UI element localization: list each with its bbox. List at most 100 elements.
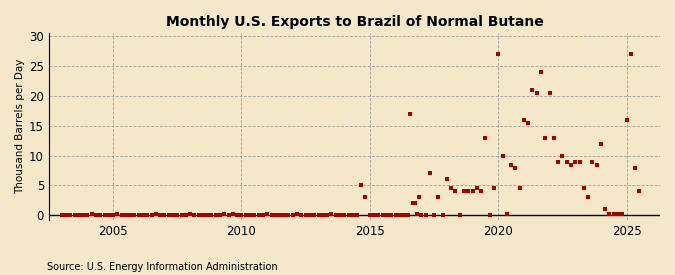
Point: [99, 213, 110, 218]
Text: Source: U.S. Energy Information Administration: Source: U.S. Energy Information Administ…: [47, 262, 278, 271]
Point: [108, 213, 119, 218]
Point: [176, 213, 187, 218]
Point: [279, 213, 290, 218]
Point: [591, 162, 602, 167]
Point: [399, 213, 410, 218]
Point: [236, 213, 247, 218]
Point: [485, 213, 495, 218]
Point: [574, 159, 585, 164]
Point: [433, 195, 444, 200]
Point: [185, 211, 196, 216]
Point: [296, 213, 306, 218]
Point: [441, 177, 452, 182]
Point: [510, 165, 521, 170]
Point: [527, 87, 538, 92]
Point: [343, 213, 354, 218]
Point: [356, 183, 367, 188]
Point: [407, 201, 418, 206]
Point: [219, 211, 230, 216]
Point: [523, 120, 534, 125]
Point: [360, 195, 371, 200]
Point: [266, 213, 277, 218]
Point: [189, 213, 200, 218]
Point: [373, 213, 383, 218]
Point: [600, 207, 611, 211]
Point: [497, 153, 508, 158]
Point: [61, 213, 72, 218]
Point: [540, 135, 551, 140]
Point: [463, 189, 474, 194]
Point: [262, 211, 273, 216]
Point: [405, 111, 416, 116]
Point: [390, 213, 401, 218]
Point: [414, 195, 425, 200]
Point: [227, 211, 238, 216]
Point: [401, 213, 412, 218]
Point: [425, 171, 435, 176]
Point: [514, 186, 525, 191]
Point: [570, 159, 580, 164]
Point: [317, 213, 328, 218]
Point: [103, 213, 114, 218]
Point: [180, 213, 191, 218]
Point: [142, 213, 153, 218]
Point: [437, 213, 448, 218]
Point: [253, 213, 264, 218]
Point: [396, 213, 407, 218]
Point: [65, 213, 76, 218]
Point: [578, 186, 589, 191]
Point: [95, 213, 106, 218]
Title: Monthly U.S. Exports to Brazil of Normal Butane: Monthly U.S. Exports to Brazil of Normal…: [165, 15, 543, 29]
Point: [480, 135, 491, 140]
Point: [334, 213, 345, 218]
Point: [193, 213, 204, 218]
Point: [557, 153, 568, 158]
Point: [330, 213, 341, 218]
Point: [613, 211, 624, 216]
Point: [472, 186, 483, 191]
Point: [288, 213, 298, 218]
Point: [587, 159, 598, 164]
Point: [630, 165, 641, 170]
Point: [257, 213, 268, 218]
Point: [450, 189, 461, 194]
Point: [326, 211, 337, 216]
Point: [386, 213, 397, 218]
Point: [223, 213, 234, 218]
Point: [270, 213, 281, 218]
Point: [300, 213, 311, 218]
Point: [134, 213, 144, 218]
Point: [112, 211, 123, 216]
Point: [121, 213, 132, 218]
Point: [429, 213, 439, 218]
Point: [125, 213, 136, 218]
Point: [240, 213, 251, 218]
Point: [394, 213, 405, 218]
Point: [129, 213, 140, 218]
Point: [502, 211, 512, 216]
Point: [321, 213, 332, 218]
Y-axis label: Thousand Barrels per Day: Thousand Barrels per Day: [15, 59, 25, 194]
Point: [232, 213, 242, 218]
Point: [138, 213, 148, 218]
Point: [604, 211, 615, 216]
Point: [412, 211, 423, 216]
Point: [308, 213, 319, 218]
Point: [626, 52, 637, 56]
Point: [313, 213, 324, 218]
Point: [553, 159, 564, 164]
Point: [292, 211, 302, 216]
Point: [198, 213, 209, 218]
Point: [249, 213, 260, 218]
Point: [159, 213, 170, 218]
Point: [608, 211, 619, 216]
Point: [506, 162, 516, 167]
Point: [621, 117, 632, 122]
Point: [283, 213, 294, 218]
Point: [446, 186, 457, 191]
Point: [172, 213, 183, 218]
Point: [167, 213, 178, 218]
Point: [493, 52, 504, 56]
Point: [536, 70, 547, 74]
Point: [304, 213, 315, 218]
